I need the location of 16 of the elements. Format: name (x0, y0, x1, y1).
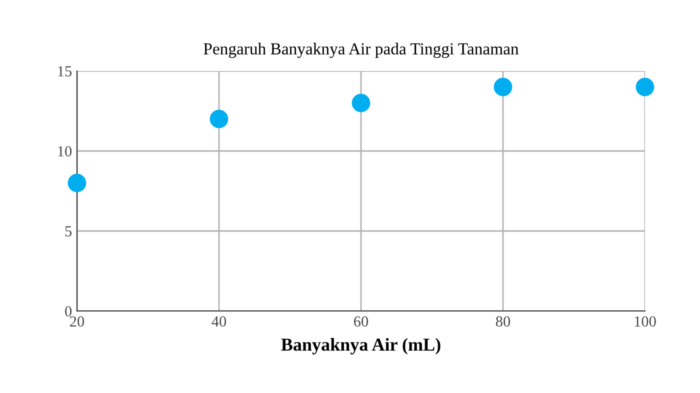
x-axis-title: Banyaknya Air (mL) (281, 338, 440, 354)
y-tick-label: 0 (65, 306, 72, 316)
point (210, 110, 228, 128)
chart-title: Pengaruh Banyaknya Air pada Tinggi Tanaman (204, 42, 519, 58)
y-tick-label: 15 (58, 66, 72, 76)
point (68, 174, 86, 192)
y-tick-label: 10 (58, 146, 72, 156)
x-tick-label: 40 (212, 316, 226, 327)
x-tick-label: 100 (634, 316, 656, 327)
point (636, 78, 654, 96)
x-tick-label: 60 (354, 316, 368, 327)
y-tick-label: 5 (65, 226, 72, 236)
x-tick-label: 80 (496, 316, 510, 327)
point (352, 94, 370, 112)
point (494, 78, 512, 96)
x-tick-label: 20 (70, 316, 84, 327)
